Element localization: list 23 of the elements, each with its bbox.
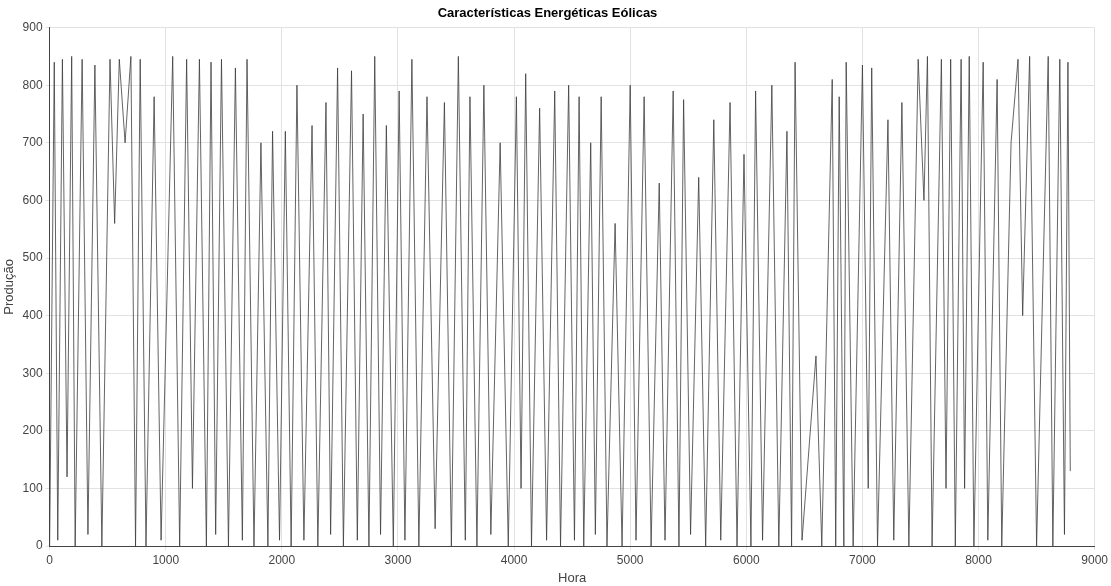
y-tick-label: 300 bbox=[22, 365, 43, 380]
chart-title: Características Energéticas Eólicas bbox=[437, 5, 658, 21]
x-tick-label: 6000 bbox=[732, 552, 760, 567]
y-tick-label: 700 bbox=[22, 135, 43, 150]
y-tick-label: 900 bbox=[22, 19, 43, 34]
y-tick-label: 400 bbox=[22, 307, 43, 322]
x-tick-label: 2000 bbox=[268, 552, 296, 567]
x-tick-label: 8000 bbox=[965, 552, 993, 567]
y-tick-label: 500 bbox=[22, 250, 43, 265]
x-tick-label: 5000 bbox=[616, 552, 644, 567]
x-tick-label: 7000 bbox=[849, 552, 877, 567]
x-tick-label: 3000 bbox=[384, 552, 412, 567]
x-tick-label: 9000 bbox=[1081, 552, 1109, 567]
x-axis-title: Hora bbox=[558, 569, 587, 585]
x-tick-label: 1000 bbox=[152, 552, 180, 567]
y-tick-label: 600 bbox=[22, 192, 43, 207]
x-tick-label: 4000 bbox=[500, 552, 528, 567]
x-tick-label: 0 bbox=[46, 552, 54, 567]
y-tick-label: 800 bbox=[22, 77, 43, 92]
y-axis-title: Produção bbox=[1, 258, 17, 315]
y-tick-label: 200 bbox=[22, 423, 43, 438]
y-tick-label: 0 bbox=[35, 538, 43, 553]
y-tick-label: 100 bbox=[22, 480, 43, 495]
